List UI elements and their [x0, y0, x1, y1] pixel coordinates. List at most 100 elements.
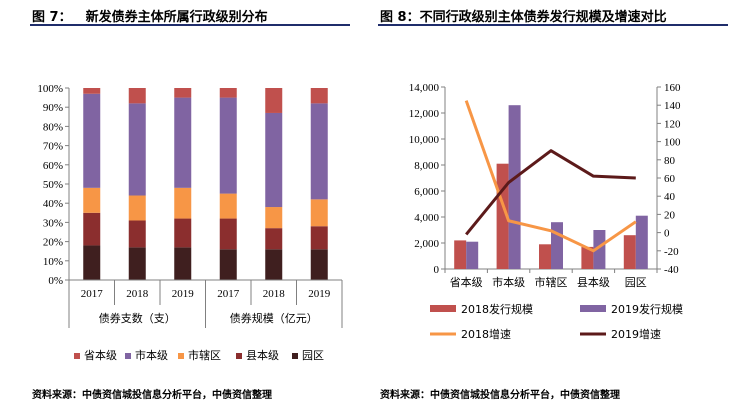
- right-y-tick-label: 40: [664, 191, 676, 203]
- bar-segment: [310, 88, 328, 104]
- y-tick-label: 100%: [37, 83, 63, 95]
- left-figure-title-text: 新发债券主体所属行政级别分布: [85, 10, 268, 25]
- right-y-tick-label: 60: [664, 173, 676, 185]
- bar-2019: [551, 222, 563, 269]
- right-y-tick-label: 100: [664, 137, 681, 149]
- bar-segment: [219, 97, 237, 194]
- legend-label: 2018增速: [461, 327, 511, 341]
- x-tick-label: 园区: [625, 276, 647, 289]
- legend-swatch: [125, 353, 131, 359]
- legend-swatch: [178, 353, 184, 359]
- legend-label: 园区: [302, 349, 324, 362]
- right-figure-source: 资料来源：中债资信城投信息分析平台，中债资信整理: [380, 390, 620, 401]
- left-figure-source: 资料来源：中债资信城投信息分析平台，中债资信整理: [32, 390, 272, 401]
- bar-segment: [265, 228, 283, 250]
- left-y-tick-label: 10,000: [409, 134, 440, 146]
- bar-segment: [174, 187, 192, 219]
- right-figure-title-text: 不同行政级别主体债券发行规模及增速对比: [419, 10, 667, 25]
- stacked-bar-chart: 0% 10% 20% 30% 40% 50% 60% 70% 80% 90% 100% 2017 201…: [37, 83, 343, 362]
- bar-segment: [219, 218, 237, 250]
- bar-segment: [83, 187, 101, 213]
- legend-swatch: [430, 305, 456, 312]
- x-group-label: 债券支数（支）: [99, 311, 176, 325]
- left-y-tick-label: 0: [434, 264, 440, 276]
- legend-label: 县本级: [246, 348, 279, 362]
- left-y-tick-label: 4,000: [414, 212, 439, 224]
- y-tick-label: 40%: [43, 198, 63, 210]
- bar-2018: [623, 235, 636, 269]
- right-y-tick-label: 140: [664, 100, 681, 112]
- y-tick-label: 70%: [43, 141, 63, 153]
- bar-2019: [635, 215, 648, 269]
- right-y-tick-label: 0: [664, 228, 670, 240]
- bar-segment: [83, 93, 101, 188]
- left-figure-title: 图 7： 新发债券主体所属行政级别分布: [32, 6, 268, 25]
- legend-swatch: [74, 353, 80, 359]
- legend-label: 2019增速: [611, 327, 661, 341]
- bar-segment: [174, 218, 192, 248]
- bar-segment: [83, 245, 101, 280]
- x-tick-label: 2018: [126, 288, 149, 300]
- legend-label: 省本级: [84, 348, 117, 362]
- y-tick-label: 20%: [43, 237, 63, 249]
- y-tick-label: 90%: [43, 102, 63, 114]
- right-y-tick-label: 160: [664, 82, 681, 94]
- bar-segment: [219, 88, 237, 98]
- bar-segment: [265, 249, 283, 280]
- bar-segment: [310, 103, 328, 200]
- legend-label: 市本级: [135, 348, 168, 362]
- bar-segment: [310, 226, 328, 250]
- bar-2018: [496, 163, 509, 269]
- right-y-tick-label: -40: [664, 264, 679, 276]
- right-y-tick-label: -20: [664, 246, 679, 258]
- bar-segment: [219, 249, 237, 280]
- bar-segment: [83, 212, 101, 246]
- bar-2018: [454, 240, 467, 269]
- bar-segment: [174, 88, 192, 98]
- bar-segment: [83, 88, 101, 94]
- left-y-tick-label: 2,000: [414, 238, 439, 250]
- y-tick-label: 10%: [43, 256, 63, 268]
- bar-segment: [265, 207, 283, 229]
- bar-segment: [128, 220, 146, 248]
- left-title-rule: [30, 24, 350, 26]
- bar-segment: [219, 193, 237, 219]
- combo-bar-line-chart: 0 2,000 4,000 6,000 8,000 10,000 12,000 14,000 -…: [409, 82, 683, 341]
- left-y-tick-label: 14,000: [409, 82, 440, 94]
- x-tick-label: 2017: [81, 288, 104, 300]
- right-y-tick-label: 80: [664, 155, 676, 167]
- x-tick-label: 市辖区: [535, 275, 568, 289]
- bar-segment: [310, 249, 328, 280]
- right-figure-title-prefix: 图 8：: [380, 10, 420, 25]
- left-y-tick-label: 12,000: [409, 108, 440, 120]
- right-figure-title: 图 8：不同行政级别主体债券发行规模及增速对比: [380, 6, 667, 25]
- right-title-rule: [378, 24, 728, 26]
- y-tick-label: 80%: [43, 121, 63, 133]
- legend-label: 2019发行规模: [611, 302, 683, 316]
- bar-2018: [581, 246, 594, 269]
- x-tick-label: 县本级: [577, 275, 610, 289]
- legend-label: 2018发行规模: [461, 302, 533, 316]
- y-tick-label: 30%: [43, 217, 63, 229]
- right-y-tick-label: 120: [664, 118, 681, 130]
- bar-segment: [128, 195, 146, 221]
- x-tick-label: 省本级: [450, 275, 483, 289]
- y-tick-label: 0%: [48, 275, 63, 287]
- growth-line-2019: [465, 149, 636, 236]
- x-group-label: 债券规模（亿元）: [230, 311, 318, 325]
- x-tick-label: 2017: [217, 288, 240, 300]
- bar-segment: [128, 103, 146, 196]
- right-y-tick-label: 20: [664, 209, 676, 221]
- legend-swatch: [292, 353, 298, 359]
- bar-2018: [539, 244, 551, 269]
- y-tick-label: 60%: [43, 160, 63, 172]
- bar-segment: [265, 88, 283, 113]
- x-tick-label: 2019: [172, 288, 195, 300]
- bar-2019: [508, 105, 521, 269]
- bar-segment: [265, 112, 283, 208]
- x-tick-label: 2018: [263, 288, 286, 300]
- bar-segment: [310, 199, 328, 227]
- x-tick-label: 2019: [308, 288, 331, 300]
- legend-label: 市辖区: [188, 348, 221, 362]
- bar-segment: [128, 88, 146, 104]
